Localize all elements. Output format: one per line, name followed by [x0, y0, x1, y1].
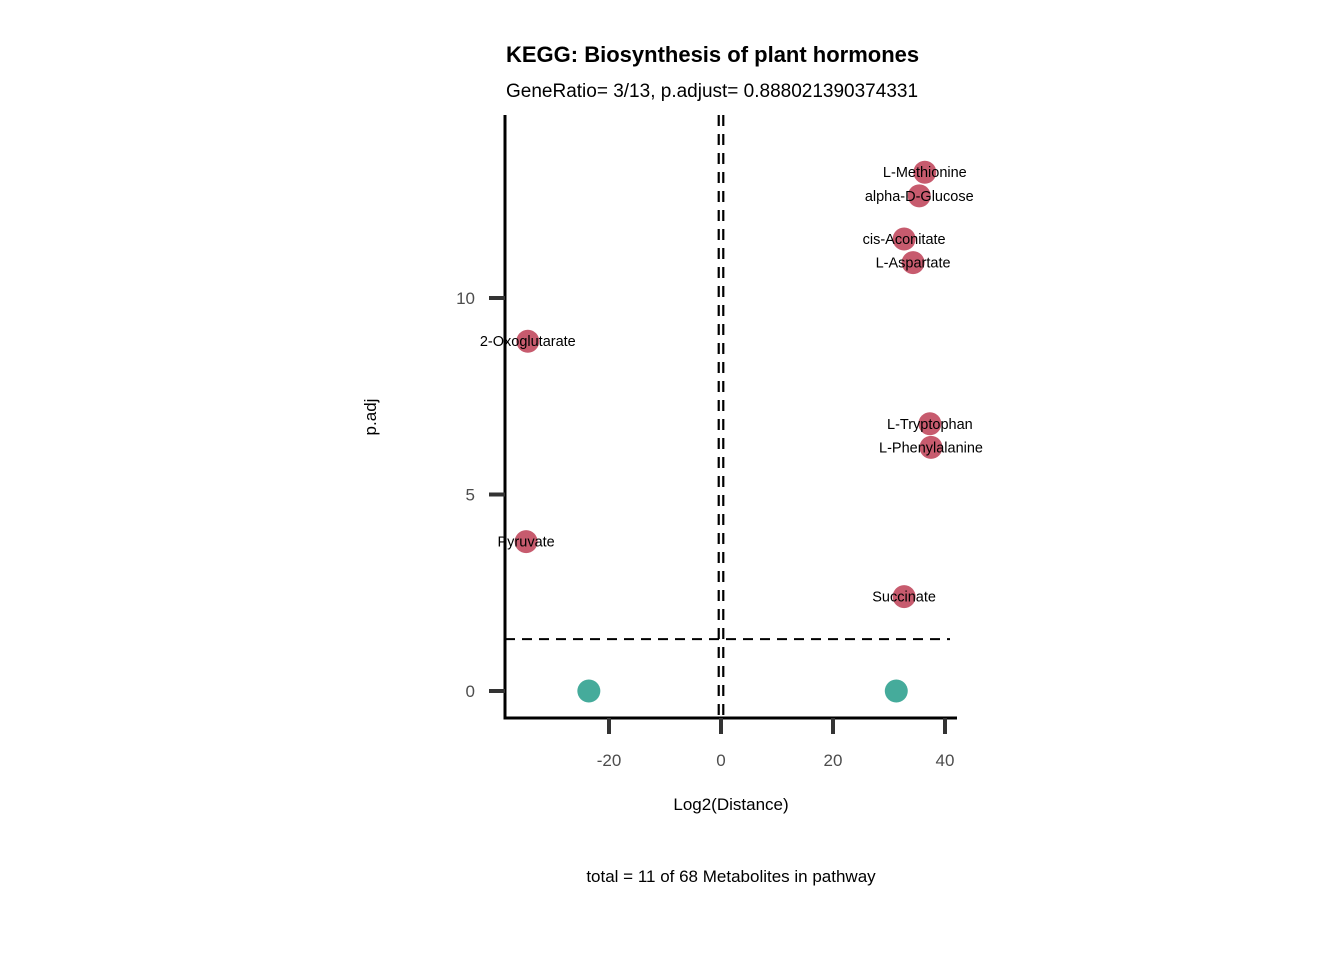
data-point [918, 412, 942, 436]
chart-subtitle: GeneRatio= 3/13, p.adjust= 0.88802139037… [506, 81, 918, 102]
data-point [516, 329, 540, 353]
point-label: L-Aspartate [876, 256, 951, 272]
y-tick-label: 0 [466, 682, 475, 701]
point-label: Pyruvate [498, 535, 555, 551]
x-tick-label: 40 [936, 751, 955, 770]
data-point [913, 160, 937, 184]
point-label: cis-Aconitate [863, 232, 946, 248]
point-label: Succinate [872, 590, 936, 606]
plot-area: -20 0 20 40 0 5 10 L-Methionine alpha-D-Glucose c… [456, 115, 983, 770]
data-point [901, 251, 925, 275]
x-tick-label: 0 [716, 751, 725, 770]
x-axis-label: Log2(Distance) [673, 795, 788, 814]
y-tick-label: 10 [456, 289, 475, 308]
x-tick-label: 20 [824, 751, 843, 770]
chart-title: KEGG: Biosynthesis of plant hormones [506, 42, 919, 67]
data-point [577, 679, 601, 703]
data-point [892, 227, 916, 251]
data-point [884, 679, 908, 703]
point-label: alpha-D-Glucose [865, 189, 974, 205]
point-label: 2-Oxoglutarate [480, 334, 576, 350]
x-tick-label: -20 [597, 751, 622, 770]
y-tick-label: 5 [466, 486, 475, 505]
point-label: L-Tryptophan [887, 417, 973, 433]
chart-caption: total = 11 of 68 Metabolites in pathway [586, 867, 876, 886]
data-point [514, 530, 538, 554]
data-point [892, 585, 916, 609]
y-axis-label: p.adj [361, 399, 380, 436]
point-label: L-Phenylalanine [879, 440, 983, 456]
point-label: L-Methionine [883, 165, 967, 181]
data-point [919, 435, 943, 459]
data-point [907, 184, 931, 208]
